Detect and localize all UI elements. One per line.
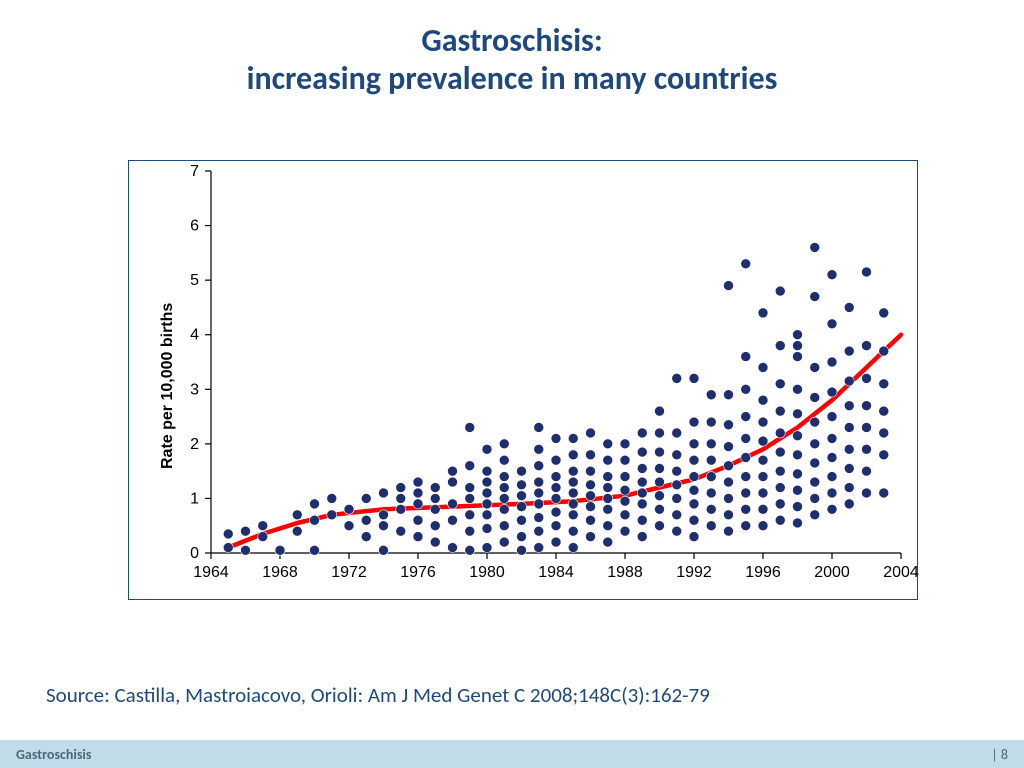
svg-text:0: 0 xyxy=(190,545,199,562)
svg-text:1964: 1964 xyxy=(193,564,229,581)
svg-text:2: 2 xyxy=(190,436,199,453)
svg-text:6: 6 xyxy=(190,218,199,235)
slide: Gastroschisis: increasing prevalence in … xyxy=(0,0,1024,768)
svg-text:1988: 1988 xyxy=(607,564,643,581)
svg-text:2000: 2000 xyxy=(814,564,850,581)
scatter-chart: 0 1 2 3 4 5 6 7 1964 1968 1972 1976 1980 1984 1988 1992… xyxy=(129,161,919,601)
y-axis-label: Rate per 10,000 births xyxy=(159,303,177,469)
svg-text:2004: 2004 xyxy=(883,564,919,581)
svg-text:7: 7 xyxy=(190,163,199,180)
svg-text:4: 4 xyxy=(190,327,199,344)
source-citation: Source: Castilla, Mastroiacovo, Orioli: … xyxy=(46,682,710,708)
chart-frame: 0 1 2 3 4 5 6 7 1964 1968 1972 1976 1980 1984 1988 1992… xyxy=(128,160,918,600)
svg-text:1976: 1976 xyxy=(400,564,436,581)
svg-text:1968: 1968 xyxy=(262,564,298,581)
svg-text:1984: 1984 xyxy=(538,564,574,581)
svg-text:3: 3 xyxy=(190,381,199,398)
footer-page-number: | 8 xyxy=(991,746,1008,763)
title-line-2: increasing prevalence in many countries xyxy=(247,59,778,98)
svg-text:1980: 1980 xyxy=(469,564,505,581)
page-title: Gastroschisis: increasing prevalence in … xyxy=(0,22,1024,99)
title-line-1: Gastroschisis: xyxy=(421,21,602,60)
svg-text:1: 1 xyxy=(190,490,199,507)
svg-text:1972: 1972 xyxy=(331,564,367,581)
svg-text:1996: 1996 xyxy=(745,564,781,581)
footer-bar: Gastroschisis | 8 xyxy=(0,740,1024,768)
svg-text:5: 5 xyxy=(190,272,199,289)
footer-topic: Gastroschisis xyxy=(16,746,91,763)
svg-text:1992: 1992 xyxy=(676,564,712,581)
